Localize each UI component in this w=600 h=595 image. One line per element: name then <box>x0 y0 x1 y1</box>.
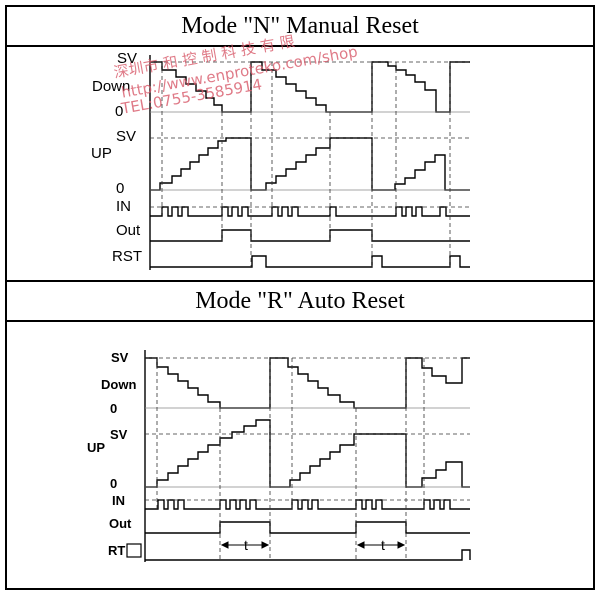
manual-reset-title: Mode "N" Manual Reset <box>7 7 593 47</box>
auto-in-label: IN <box>112 493 125 508</box>
auto-in-signal <box>145 499 470 510</box>
auto-sv-label: SV <box>111 350 129 365</box>
manual-in-signal <box>150 206 470 217</box>
manual-sv-label: SV <box>117 50 138 67</box>
manual-down-counter <box>150 61 470 113</box>
manual-up-label: UP <box>91 145 112 162</box>
manual-out-label: Out <box>116 222 141 239</box>
auto-down-label: Down <box>101 377 137 392</box>
auto-down-counter <box>145 357 470 409</box>
manual-rst-label: RST <box>112 248 142 265</box>
manual-up-counter <box>150 137 470 191</box>
auto-zero-top-label: 0 <box>110 401 118 416</box>
rt-box <box>126 543 142 558</box>
manual-out-signal <box>150 229 470 242</box>
auto-zero-bottom-label: 0 <box>110 476 118 491</box>
auto-out-signal <box>145 521 470 534</box>
auto-out-label: Out <box>109 516 132 531</box>
manual-zero-bottom-label: 0 <box>116 180 125 197</box>
auto-up-counter <box>145 419 470 488</box>
auto-rt-label: RT <box>108 543 126 558</box>
auto-reset-title: Mode "R" Auto Reset <box>7 280 593 322</box>
manual-rst-signal <box>150 255 470 268</box>
manual-in-label: IN <box>116 198 131 215</box>
auto-up-sv-label: SV <box>110 427 128 442</box>
diagram-frame <box>5 5 595 590</box>
manual-down-label: Down <box>92 78 131 95</box>
manual-up-sv-label: SV <box>116 128 137 145</box>
auto-rt-signal <box>145 549 471 561</box>
manual-zero-top-label: 0 <box>115 103 124 120</box>
auto-up-label: UP <box>87 440 106 455</box>
